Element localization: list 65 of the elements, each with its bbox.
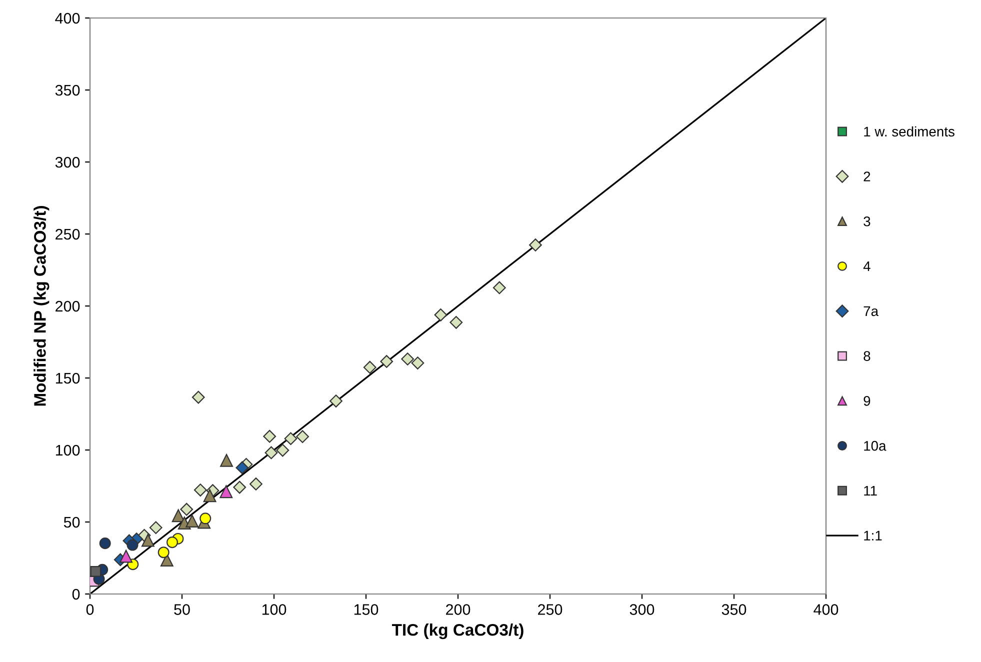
point	[220, 454, 233, 467]
point	[149, 521, 162, 534]
point	[120, 550, 133, 563]
x-tick-label: 400	[814, 604, 838, 615]
point	[401, 352, 414, 366]
point	[192, 390, 205, 404]
point	[99, 538, 111, 550]
point	[166, 536, 178, 548]
point	[220, 485, 233, 498]
point	[186, 514, 199, 528]
point	[276, 444, 290, 457]
x-axis-title: TIC (kg CaCO3/t)	[392, 624, 524, 640]
point	[330, 394, 342, 408]
x-tick-label: 350	[722, 604, 746, 615]
x-tick-label: 50	[174, 604, 190, 615]
point	[194, 484, 207, 496]
y-tick-label: 350	[55, 84, 80, 96]
point	[160, 554, 174, 566]
point	[296, 430, 309, 444]
legend-label: 1:1	[864, 530, 882, 540]
y-axis-title: Modified NP (kg CaCO3/t)	[34, 206, 50, 406]
point	[142, 534, 154, 547]
point	[172, 509, 185, 522]
x-tick-label: 150	[354, 604, 378, 615]
x-tick-label: 100	[262, 604, 286, 615]
legend-label: 8	[864, 351, 870, 361]
point	[450, 316, 463, 329]
legend-label: 10a	[864, 440, 886, 451]
point	[90, 566, 102, 577]
point	[263, 430, 276, 443]
legend-label: 2	[864, 172, 870, 182]
legend-label: 7a	[864, 306, 879, 316]
point	[264, 446, 278, 460]
point	[126, 539, 138, 551]
y-tick-label: 100	[56, 444, 80, 456]
point	[233, 480, 246, 494]
point	[529, 238, 542, 252]
legend-label: 9	[864, 396, 870, 406]
x-tick-label: 300	[630, 604, 654, 615]
legend-label: 11	[864, 486, 877, 496]
legend-label: 4	[863, 262, 870, 272]
y-tick-label: 300	[55, 156, 80, 168]
y-tick-label: 250	[56, 228, 80, 240]
y-tick-label: 50	[64, 516, 80, 528]
point	[434, 308, 448, 322]
point	[200, 512, 212, 524]
x-tick-label: 200	[446, 604, 470, 615]
x-tick-label: 0	[86, 604, 94, 615]
point	[203, 489, 216, 502]
point	[380, 354, 394, 368]
y-tick-label: 200	[56, 300, 80, 312]
point	[363, 360, 376, 374]
y-tick-label: 150	[56, 372, 80, 384]
point	[180, 502, 194, 516]
point	[411, 356, 424, 370]
x-tick-label: 250	[538, 604, 562, 615]
legend-label: 1 w. sediments	[864, 126, 954, 137]
y-tick-label: 0	[72, 588, 80, 600]
y-tick-label: 400	[55, 12, 80, 24]
legend-label: 3	[864, 216, 870, 226]
point	[250, 478, 262, 490]
point	[284, 432, 298, 446]
point	[158, 546, 170, 558]
point	[236, 461, 249, 474]
point	[492, 281, 506, 294]
